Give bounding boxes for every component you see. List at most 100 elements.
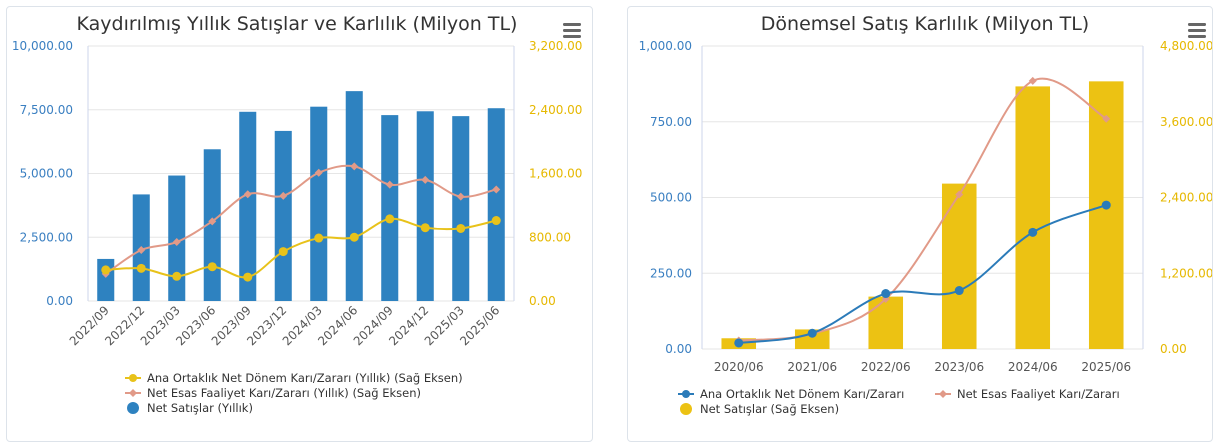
series-1 — [734, 76, 1111, 345]
bar[interactable] — [868, 296, 904, 349]
gridlines — [702, 45, 1143, 350]
legend-marker — [939, 390, 947, 398]
data-point[interactable] — [172, 238, 181, 247]
data-point[interactable] — [1028, 227, 1038, 237]
data-point[interactable] — [349, 232, 359, 242]
bar[interactable] — [941, 183, 977, 349]
legend-marker — [682, 390, 690, 398]
menu-line — [1188, 35, 1206, 38]
bar[interactable] — [274, 130, 292, 301]
data-point[interactable] — [208, 217, 217, 226]
bar[interactable] — [794, 329, 830, 349]
menu-line — [563, 35, 581, 38]
y-right-tick-label: 2,400.00 — [1160, 191, 1213, 205]
data-point[interactable] — [314, 168, 323, 177]
y-right-tick-label: 0.00 — [1160, 342, 1187, 356]
data-point[interactable] — [492, 185, 501, 194]
x-tick-label: 2023/06 — [934, 360, 984, 374]
data-point[interactable] — [1101, 200, 1111, 210]
legend-label: Ana Ortaklık Net Dönem Karı/Zararı — [700, 387, 904, 401]
bar[interactable] — [97, 258, 115, 301]
data-point[interactable] — [734, 338, 744, 348]
data-point[interactable] — [456, 223, 466, 233]
legend-symbol — [127, 402, 139, 414]
data-point[interactable] — [207, 262, 217, 272]
legend-marker — [129, 389, 137, 397]
legend-item[interactable]: Ana Ortaklık Net Dönem Karı/Zararı (Yıll… — [125, 371, 463, 385]
series-1 — [101, 162, 501, 278]
bar[interactable] — [452, 116, 470, 301]
y-left-tick-label: 750.00 — [650, 115, 692, 129]
bar[interactable] — [1088, 81, 1124, 349]
legend-label: Net Esas Faaliyet Karı/Zararı (Yıllık) (… — [147, 386, 421, 400]
legend-label: Ana Ortaklık Net Dönem Karı/Zararı (Yıll… — [147, 371, 463, 385]
data-point[interactable] — [420, 223, 430, 233]
y-right-tick-label: 0.00 — [529, 294, 556, 308]
legend: Ana Ortaklık Net Dönem Karı/Zararı Net Es… — [678, 387, 1120, 416]
bar[interactable] — [345, 91, 363, 301]
y-right-tick-label: 3,600.00 — [1160, 115, 1213, 129]
y-left-tick-label: 10,000.00 — [12, 39, 73, 53]
legend-label: Net Esas Faaliyet Karı/Zararı — [957, 387, 1120, 401]
data-point[interactable] — [172, 271, 182, 281]
y-left-tick-label: 5,000.00 — [20, 167, 73, 181]
series-2 — [734, 200, 1111, 348]
hamburger-menu-icon[interactable] — [1188, 23, 1206, 38]
data-point[interactable] — [137, 246, 146, 254]
data-point[interactable] — [350, 162, 359, 171]
data-point[interactable] — [955, 190, 964, 199]
data-point[interactable] — [807, 328, 817, 338]
data-point[interactable] — [101, 265, 111, 275]
data-point[interactable] — [136, 263, 146, 273]
legend-symbol — [680, 403, 692, 415]
bar[interactable] — [239, 111, 257, 301]
y-left-tick-label: 7,500.00 — [20, 103, 73, 117]
y-left-tick-label: 0.00 — [46, 294, 73, 308]
legend-item[interactable]: Net Esas Faaliyet Karı/Zararı (Yıllık) (… — [125, 386, 421, 400]
data-point[interactable] — [278, 247, 288, 257]
data-point[interactable] — [954, 286, 964, 296]
legend-item[interactable]: Net Satışlar (Yıllık) — [127, 401, 253, 415]
series-0 — [97, 91, 505, 301]
legend-item[interactable]: Net Esas Faaliyet Karı/Zararı — [935, 387, 1120, 401]
series-line — [105, 164, 497, 275]
legend-item[interactable]: Ana Ortaklık Net Dönem Karı/Zararı — [678, 387, 904, 401]
y-right-tick-label: 800.00 — [529, 230, 571, 244]
data-point[interactable] — [314, 233, 324, 243]
hamburger-menu-icon[interactable] — [563, 23, 581, 38]
data-point[interactable] — [881, 289, 891, 299]
data-point[interactable] — [456, 192, 465, 201]
bar[interactable] — [1015, 86, 1051, 350]
x-tick-label: 2021/06 — [787, 360, 837, 374]
y-left-tick-label: 0.00 — [665, 342, 692, 356]
data-point[interactable] — [491, 216, 501, 226]
legend-marker — [129, 374, 137, 382]
menu-line — [1188, 23, 1206, 26]
y-right-tick-label: 3,200.00 — [529, 39, 582, 53]
legend-label: Net Satışlar (Yıllık) — [147, 401, 253, 415]
menu-line — [563, 23, 581, 26]
series-line — [105, 217, 497, 279]
data-point[interactable] — [385, 214, 395, 224]
y-left-tick-label: 2,500.00 — [20, 230, 73, 244]
chart-panel-annual: Kaydırılmış Yıllık Satışlar ve Karlılık … — [6, 6, 593, 442]
data-point[interactable] — [243, 272, 253, 282]
x-tick-label: 2025/06 — [1081, 360, 1131, 374]
y-left-tick-label: 250.00 — [650, 266, 692, 280]
y-left-tick-label: 1,000.00 — [639, 39, 692, 53]
data-point[interactable] — [279, 191, 288, 200]
legend-label: Net Satışlar (Sağ Eksen) — [700, 402, 839, 416]
data-point[interactable] — [421, 175, 430, 184]
legend-item[interactable]: Net Satışlar (Sağ Eksen) — [680, 402, 839, 416]
y-right-tick-label: 1,600.00 — [529, 167, 582, 181]
x-tick-label: 2024/06 — [1008, 360, 1058, 374]
bar[interactable] — [310, 106, 328, 301]
bar[interactable] — [487, 108, 505, 301]
bar[interactable] — [416, 111, 434, 301]
data-point[interactable] — [1028, 76, 1037, 85]
data-point[interactable] — [385, 180, 394, 189]
x-tick-label: 2020/06 — [714, 360, 764, 374]
bar[interactable] — [381, 115, 399, 301]
data-point[interactable] — [1102, 114, 1111, 123]
data-point[interactable] — [243, 190, 252, 199]
